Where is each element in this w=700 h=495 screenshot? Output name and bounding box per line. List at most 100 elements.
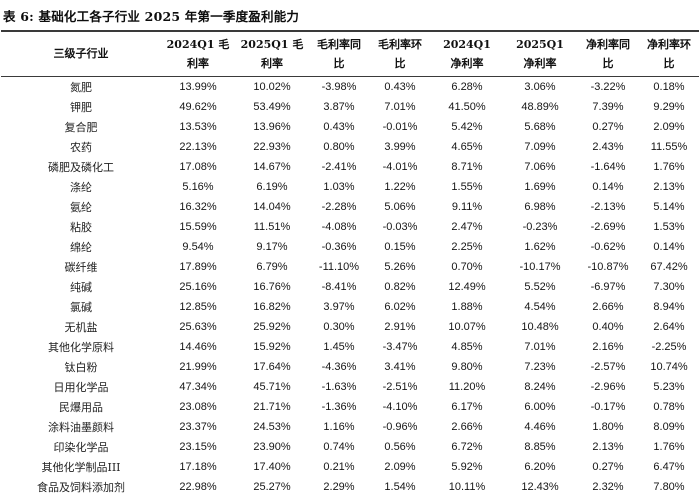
cell: -0.62% — [590, 241, 626, 254]
row-label: 其他化学原料 — [48, 341, 114, 355]
cell: 14.67% — [253, 161, 291, 174]
cell: -2.69% — [590, 221, 626, 234]
table-row: 农药 22.13% 22.93% 0.80% 3.99% 4.65% 7.09% 2.43% 1… — [1, 137, 699, 157]
cell: -2.25% — [651, 341, 687, 354]
cell: 47.34% — [179, 381, 217, 394]
cell: 2.66% — [451, 421, 483, 434]
table-row: 食品及饲料添加剂 22.98% 25.27% 2.29% 1.54% 10.11% 12.4… — [1, 477, 699, 495]
cell: 17.18% — [179, 461, 217, 474]
cell: 41.50% — [448, 101, 486, 114]
header-row: 三级子行业 2024Q1 毛 利率 2025Q1 毛 利率 毛利率同 比 毛利率… — [1, 31, 699, 78]
cell: 2.66% — [592, 301, 624, 314]
row-label: 复合肥 — [64, 121, 98, 135]
cell: 17.40% — [253, 461, 291, 474]
row-label: 食品及饲料添加剂 — [37, 481, 125, 495]
row-label: 钾肥 — [70, 101, 92, 115]
cell: 5.92% — [451, 461, 483, 474]
cell: -0.01% — [382, 121, 418, 134]
profitability-table: 三级子行业 2024Q1 毛 利率 2025Q1 毛 利率 毛利率同 比 毛利率… — [1, 30, 699, 495]
cell: 0.43% — [323, 121, 355, 134]
cell: -0.23% — [522, 221, 558, 234]
cell: 0.18% — [653, 81, 685, 94]
cell: 12.43% — [521, 481, 559, 494]
cell: 1.03% — [323, 181, 355, 194]
cell: 6.79% — [256, 261, 288, 274]
cell: 0.21% — [323, 461, 355, 474]
cell: 9.80% — [451, 361, 483, 374]
cell: 1.69% — [524, 181, 556, 194]
cell: 2.64% — [653, 321, 685, 334]
cell: 53.49% — [253, 101, 291, 114]
cell: 1.22% — [384, 181, 416, 194]
cell: 3.06% — [524, 81, 556, 94]
column-header-2024q1-net-margin: 2024Q1 净利率 — [431, 31, 503, 78]
cell: -2.51% — [382, 381, 418, 394]
cell: 14.46% — [179, 341, 217, 354]
cell: 23.37% — [179, 421, 217, 434]
row-label: 涂料油墨颜料 — [48, 421, 114, 435]
cell: 2.13% — [592, 441, 624, 454]
cell: 6.98% — [524, 201, 556, 214]
row-label: 纯碱 — [70, 281, 92, 295]
cell: -0.03% — [382, 221, 418, 234]
table-row: 磷肥及磷化工 17.08% 14.67% -2.41% -4.01% 8.71% 7.06%… — [1, 157, 699, 177]
cell: 7.09% — [524, 141, 556, 154]
cell: 4.65% — [451, 141, 483, 154]
table-row: 无机盐 25.63% 25.92% 0.30% 2.91% 10.07% 10.48% 0.4… — [1, 317, 699, 337]
table-row: 民爆用品 23.08% 21.71% -1.36% -4.10% 6.17% 6.00% -0… — [1, 397, 699, 417]
cell: 9.54% — [182, 241, 214, 254]
cell: 1.53% — [653, 221, 685, 234]
cell: 17.64% — [253, 361, 291, 374]
cell: 7.23% — [524, 361, 556, 374]
cell: 5.14% — [653, 201, 685, 214]
cell: 0.80% — [323, 141, 355, 154]
cell: 0.43% — [384, 81, 416, 94]
row-label: 氯碱 — [70, 301, 92, 315]
cell: 2.25% — [451, 241, 483, 254]
table-row: 涤纶 5.16% 6.19% 1.03% 1.22% 1.55% 1.69% 0.14% 2.1… — [1, 177, 699, 197]
cell: 6.00% — [524, 401, 556, 414]
row-label: 绵纶 — [70, 241, 92, 255]
cell: 6.28% — [451, 81, 483, 94]
cell: 1.62% — [524, 241, 556, 254]
cell: 2.16% — [592, 341, 624, 354]
cell: 0.30% — [323, 321, 355, 334]
cell: 9.11% — [451, 201, 483, 214]
column-header-net-margin-yoy: 净利率同 比 — [577, 31, 639, 78]
row-label: 民爆用品 — [59, 401, 103, 415]
cell: 0.14% — [592, 181, 624, 194]
cell: 0.40% — [592, 321, 624, 334]
row-label: 碳纤维 — [64, 261, 98, 275]
cell: -10.87% — [587, 261, 629, 274]
cell: 25.63% — [179, 321, 217, 334]
cell: 49.62% — [179, 101, 217, 114]
cell: 11.20% — [448, 381, 486, 394]
cell: 1.76% — [653, 441, 685, 454]
cell: 1.16% — [323, 421, 355, 434]
row-label: 农药 — [70, 141, 92, 155]
cell: 2.32% — [592, 481, 624, 494]
table-row: 钛白粉 21.99% 17.64% -4.36% 3.41% 9.80% 7.23% -2.5… — [1, 357, 699, 377]
table-row: 氨纶 16.32% 14.04% -2.28% 5.06% 9.11% 6.98% -2.13… — [1, 197, 699, 217]
cell: 25.27% — [253, 481, 291, 494]
cell: 5.23% — [653, 381, 685, 394]
cell: -1.36% — [321, 401, 357, 414]
cell: -3.47% — [382, 341, 418, 354]
cell: 48.89% — [521, 101, 559, 114]
cell: 0.14% — [653, 241, 685, 254]
cell: 10.07% — [448, 321, 486, 334]
cell: 3.87% — [323, 101, 355, 114]
cell: -11.10% — [318, 261, 360, 274]
cell: -2.28% — [321, 201, 357, 214]
cell: -2.57% — [590, 361, 626, 374]
column-header-2025q1-net-margin: 2025Q1 净利率 — [503, 31, 577, 78]
cell: 3.41% — [384, 361, 416, 374]
cell: 11.55% — [650, 141, 688, 154]
cell: 0.27% — [592, 461, 624, 474]
cell: -4.10% — [382, 401, 418, 414]
cell: 7.39% — [592, 101, 624, 114]
cell: 9.29% — [653, 101, 685, 114]
cell: -0.17% — [590, 401, 626, 414]
cell: 25.92% — [253, 321, 291, 334]
